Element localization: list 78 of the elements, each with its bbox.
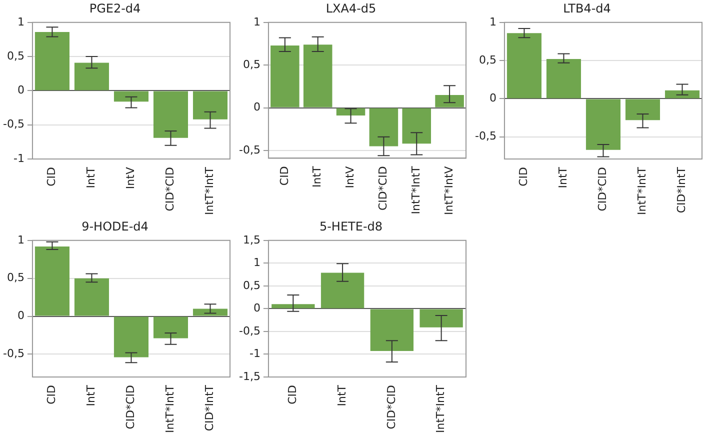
y-tick-label: 0,5 xyxy=(6,271,24,284)
x-tick-label: IntT xyxy=(84,166,98,188)
y-tick-label: 1,5 xyxy=(242,233,260,246)
y-tick-label: 1 xyxy=(253,256,260,270)
y-tick-label: -0,5 xyxy=(2,118,24,131)
bar xyxy=(370,309,414,352)
x-tick-label: IntT*IntT xyxy=(434,384,448,434)
x-tick-label: IntV xyxy=(124,166,138,190)
bar xyxy=(153,316,188,338)
x-tick-label: IntT xyxy=(84,384,98,406)
bar xyxy=(74,62,109,90)
y-tick-label: 1 xyxy=(17,233,24,246)
bar xyxy=(506,33,542,98)
y-tick-label: -1 xyxy=(249,347,260,360)
bar xyxy=(114,316,148,358)
bar xyxy=(272,304,315,308)
bar xyxy=(435,94,464,108)
x-tick-label: IntT xyxy=(556,166,570,188)
y-tick-label: -0,5 xyxy=(238,143,260,156)
chart-title: PGE2-d4 xyxy=(89,1,141,16)
y-tick-label: -0,5 xyxy=(474,130,496,143)
y-tick-label: 1 xyxy=(489,15,496,28)
x-tick-label: IntT*IntT xyxy=(409,166,422,214)
bar xyxy=(303,44,332,108)
y-tick-label: 0,5 xyxy=(242,278,260,292)
bar xyxy=(153,91,188,138)
chart-title: LXA4-d5 xyxy=(326,1,376,16)
x-tick-label: CID xyxy=(45,385,58,404)
x-tick-label: IntT*IntT xyxy=(164,384,177,434)
y-tick-label: -1 xyxy=(13,152,24,165)
bar xyxy=(336,108,366,116)
x-tick-label: IntT xyxy=(335,384,348,406)
y-tick-label: 0 xyxy=(17,84,24,97)
x-tick-label: CID xyxy=(45,167,58,186)
x-tick-label: IntV xyxy=(344,166,357,188)
x-tick-label: IntT xyxy=(310,166,324,188)
chart-title: 9-HODE-d4 xyxy=(82,219,148,234)
bar xyxy=(586,99,620,150)
bar xyxy=(402,108,432,144)
x-tick-label: IntT*IntV xyxy=(442,166,456,216)
y-tick-label: 0,5 xyxy=(6,49,24,62)
y-tick-label: -0,5 xyxy=(2,347,24,360)
chart-title: LTB4-d4 xyxy=(563,1,611,16)
y-tick-label: -1,5 xyxy=(238,370,260,383)
y-tick-label: 1 xyxy=(253,15,260,28)
y-tick-label: 1 xyxy=(17,15,24,28)
x-tick-label: CID xyxy=(278,166,291,186)
bar xyxy=(114,91,148,102)
x-tick-label: CID*CID xyxy=(164,167,177,212)
y-tick-label: 0 xyxy=(253,302,260,315)
bar xyxy=(74,278,109,316)
bar xyxy=(420,309,463,328)
x-tick-label: CID*IntT xyxy=(203,384,216,432)
x-tick-label: IntT*IntT xyxy=(636,166,649,216)
bar xyxy=(546,59,581,98)
bar xyxy=(34,32,70,90)
y-tick-label: 0 xyxy=(17,309,24,322)
y-tick-label: 0,5 xyxy=(478,53,496,66)
bar xyxy=(192,91,228,120)
bar xyxy=(369,108,398,146)
bar xyxy=(320,272,364,308)
y-tick-label: 0,5 xyxy=(242,58,260,71)
x-tick-label: CID*CID xyxy=(596,167,610,212)
x-tick-label: CID*CID xyxy=(376,166,390,210)
x-tick-label: IntT*IntT xyxy=(203,166,216,216)
y-tick-label: 0 xyxy=(253,100,260,114)
bar xyxy=(625,99,660,120)
x-tick-label: CID xyxy=(517,167,530,186)
x-tick-label: CID*CID xyxy=(384,385,398,430)
x-tick-label: CID*IntT xyxy=(675,166,688,214)
x-tick-label: CID xyxy=(286,385,300,404)
x-tick-label: CID*CID xyxy=(124,385,138,430)
chart-title: 5-HETE-d8 xyxy=(319,219,383,234)
y-tick-label: -0,5 xyxy=(238,324,260,338)
bar xyxy=(192,308,228,316)
bar xyxy=(270,45,300,108)
y-tick-label: 0 xyxy=(489,92,496,105)
bar xyxy=(34,246,70,316)
